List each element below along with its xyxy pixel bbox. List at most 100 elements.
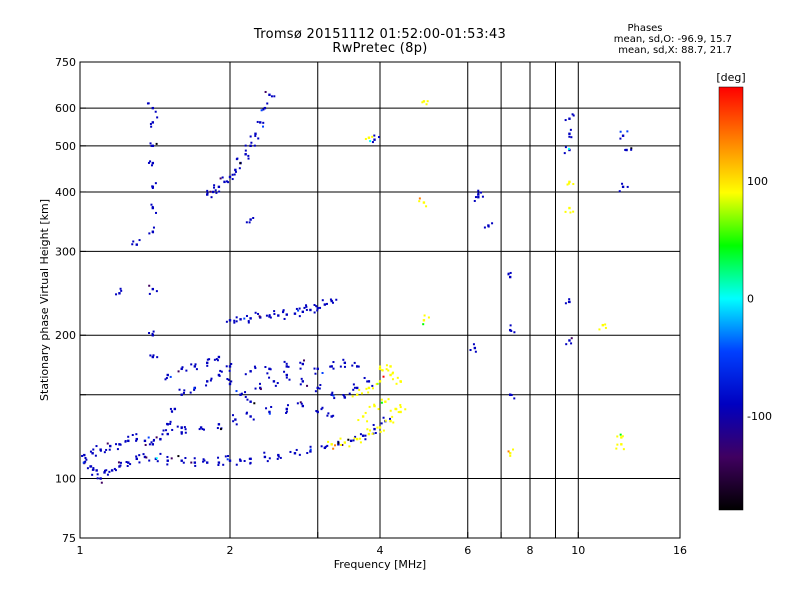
data-point — [233, 173, 236, 176]
data-point — [166, 463, 169, 466]
data-point — [371, 135, 374, 138]
data-point — [90, 465, 93, 468]
data-point — [273, 310, 276, 313]
data-point — [332, 361, 335, 364]
data-point — [422, 319, 426, 322]
data-point — [570, 337, 573, 340]
data-point — [151, 106, 155, 110]
data-point — [230, 362, 233, 365]
data-point — [151, 121, 155, 124]
data-point — [473, 346, 477, 350]
data-point — [309, 445, 312, 448]
data-point — [218, 190, 221, 193]
data-point — [339, 437, 342, 440]
data-point — [296, 402, 299, 405]
data-point — [513, 331, 516, 334]
data-point — [301, 310, 305, 314]
data-point — [357, 365, 360, 368]
data-point — [202, 460, 205, 463]
y-tick-label: 600 — [55, 102, 76, 115]
data-point — [268, 410, 271, 414]
data-point — [239, 162, 242, 165]
data-point — [206, 189, 209, 192]
data-point — [250, 141, 253, 144]
colorbar-tick-label: 100 — [747, 175, 768, 188]
data-point — [169, 407, 172, 410]
data-point — [205, 384, 208, 387]
data-point — [86, 467, 89, 470]
data-point — [285, 365, 288, 368]
data-point — [239, 459, 242, 462]
data-point — [91, 473, 94, 476]
data-point — [418, 197, 421, 200]
data-point — [387, 398, 390, 401]
data-point — [247, 320, 250, 323]
data-point — [203, 459, 206, 462]
data-point — [507, 450, 510, 453]
data-point — [630, 147, 633, 150]
data-point — [367, 391, 370, 394]
data-point — [354, 435, 357, 438]
data-point — [616, 443, 619, 446]
data-point — [219, 177, 222, 180]
data-point — [618, 190, 621, 193]
data-point — [404, 408, 407, 411]
data-point — [165, 377, 168, 380]
data-point — [152, 354, 155, 357]
data-point — [170, 457, 173, 460]
data-point — [387, 369, 390, 372]
data-point — [156, 460, 159, 463]
data-point — [246, 398, 249, 401]
data-point — [194, 464, 197, 467]
data-point — [508, 328, 512, 332]
data-point — [266, 460, 269, 463]
data-point — [216, 427, 219, 430]
data-point — [151, 185, 154, 188]
data-point — [244, 391, 247, 394]
data-point — [234, 168, 237, 172]
data-point — [300, 377, 303, 380]
data-point — [248, 221, 251, 224]
data-point — [151, 206, 155, 210]
data-point — [103, 471, 106, 474]
data-point — [301, 380, 305, 383]
data-point — [422, 323, 425, 326]
data-point — [249, 415, 252, 418]
data-point — [303, 359, 306, 362]
data-point — [243, 317, 246, 320]
data-point — [621, 134, 625, 137]
data-point — [150, 164, 153, 167]
data-point — [115, 443, 118, 446]
data-point — [325, 302, 328, 305]
data-points — [81, 90, 633, 484]
data-point — [564, 302, 567, 305]
data-point — [283, 370, 286, 373]
data-point — [509, 271, 512, 274]
data-point — [206, 364, 209, 367]
data-point — [180, 459, 183, 462]
data-point — [343, 441, 347, 444]
data-point — [321, 406, 324, 409]
data-point — [183, 426, 186, 429]
data-point — [95, 469, 98, 472]
data-point — [564, 146, 567, 149]
data-point — [353, 437, 356, 440]
data-point — [313, 303, 316, 306]
x-tick-label: 6 — [464, 544, 471, 557]
data-point — [106, 473, 109, 476]
x-tick-label: 8 — [527, 544, 534, 557]
data-point — [316, 386, 319, 390]
data-point — [487, 225, 490, 228]
data-point — [198, 428, 201, 431]
data-point — [477, 195, 480, 199]
data-point — [117, 461, 120, 464]
data-point — [282, 310, 285, 313]
data-point — [118, 465, 121, 468]
data-point — [363, 376, 366, 379]
data-point — [131, 243, 134, 246]
data-point — [568, 135, 571, 138]
data-point — [108, 470, 111, 473]
data-point — [347, 438, 350, 441]
data-point — [298, 315, 301, 318]
data-point — [138, 454, 141, 457]
